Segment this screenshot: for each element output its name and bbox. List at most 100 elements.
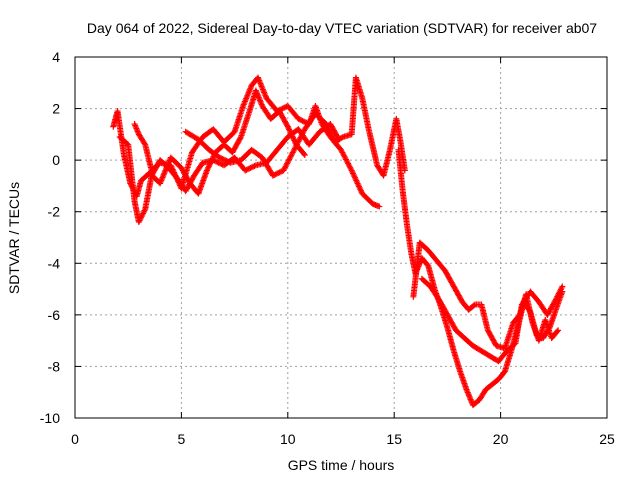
data-point (214, 159, 221, 166)
data-point (222, 157, 229, 164)
data-point (275, 107, 282, 114)
data-point (205, 164, 212, 171)
grid-lines (75, 57, 607, 418)
data-point (269, 172, 276, 179)
data-point (323, 122, 330, 129)
data-point (325, 126, 332, 133)
x-tick-label: 10 (280, 431, 296, 447)
data-point (203, 167, 210, 174)
data-point (237, 135, 244, 142)
data-point (471, 302, 477, 309)
data-point (247, 164, 254, 171)
data-point (210, 157, 217, 164)
data-point (215, 159, 222, 166)
data-point (277, 168, 284, 175)
data-point (279, 105, 286, 112)
x-tick-labels: 0 5 10 15 20 25 (71, 431, 615, 447)
data-point (323, 121, 330, 128)
y-tick-label: -4 (48, 255, 61, 271)
x-tick-label: 20 (493, 431, 509, 447)
data-points (110, 74, 566, 409)
data-point (216, 160, 223, 167)
data-point (141, 140, 148, 147)
data-point (274, 108, 281, 115)
data-point (298, 117, 305, 124)
data-point (301, 151, 308, 158)
data-point (347, 166, 354, 173)
data-point (250, 163, 257, 170)
data-point (211, 157, 218, 164)
chart-title: Day 064 of 2022, Sidereal Day-to-day VTE… (87, 20, 597, 36)
data-point (273, 170, 280, 177)
data-point (224, 158, 231, 165)
axis-ticks (74, 56, 608, 419)
y-tick-label: -2 (48, 204, 61, 220)
data-point (276, 106, 283, 113)
data-point (216, 154, 223, 161)
data-point (278, 106, 285, 113)
data-point (272, 171, 279, 178)
data-point (246, 165, 253, 172)
data-point (244, 166, 251, 173)
data-point (284, 122, 291, 129)
y-tick-label: 2 (52, 101, 60, 117)
data-point (275, 170, 282, 177)
y-tick-label: 4 (52, 49, 60, 65)
data-point (328, 132, 335, 139)
data-point (290, 136, 297, 143)
satellite-track-g (418, 275, 566, 365)
plot-frame (74, 56, 608, 419)
satellite-track-e (395, 146, 566, 409)
data-point (325, 125, 332, 132)
x-tick-label: 0 (71, 431, 79, 447)
data-point (554, 328, 561, 335)
data-point (286, 126, 293, 133)
satellite-track-d (182, 74, 408, 179)
y-tick-label: -8 (48, 358, 61, 374)
satellite-track-c (116, 121, 342, 226)
y-axis-label: SDTVAR / TECUs (6, 182, 22, 294)
data-point (218, 155, 225, 162)
x-axis-label: GPS time / hours (288, 457, 395, 473)
data-point (206, 161, 213, 168)
data-point (300, 118, 307, 125)
x-tick-label: 15 (386, 431, 402, 447)
data-point (327, 130, 334, 137)
data-point (242, 167, 249, 174)
data-point (338, 134, 345, 141)
data-point (271, 171, 278, 178)
satellite-track-f (410, 239, 562, 352)
data-point (376, 203, 383, 210)
data-point (300, 150, 307, 157)
data-point (285, 125, 292, 132)
data-point (299, 117, 306, 124)
data-point (295, 115, 302, 122)
data-point (327, 129, 334, 136)
data-point (219, 155, 226, 162)
x-tick-label: 25 (599, 431, 615, 447)
data-point (284, 123, 291, 130)
data-point (223, 157, 230, 164)
data-point (324, 123, 331, 130)
satellite-track-a (110, 87, 308, 200)
data-point (296, 116, 303, 123)
data-point (220, 156, 227, 163)
x-tick-label: 5 (178, 431, 186, 447)
data-point (326, 127, 333, 134)
y-tick-label: -6 (48, 307, 61, 323)
data-point (559, 283, 566, 290)
data-point (205, 163, 212, 170)
data-point (555, 327, 562, 334)
data-point (204, 166, 211, 173)
y-tick-label: -10 (40, 410, 60, 426)
y-tick-label: 0 (52, 152, 60, 168)
data-point (280, 104, 287, 111)
y-tick-labels: -10 -8 -6 -4 -2 0 2 4 (40, 49, 60, 426)
data-point (328, 133, 335, 140)
data-point (329, 134, 336, 141)
data-point (248, 164, 255, 171)
data-point (251, 162, 258, 169)
data-point (243, 166, 250, 173)
data-point (276, 169, 283, 176)
